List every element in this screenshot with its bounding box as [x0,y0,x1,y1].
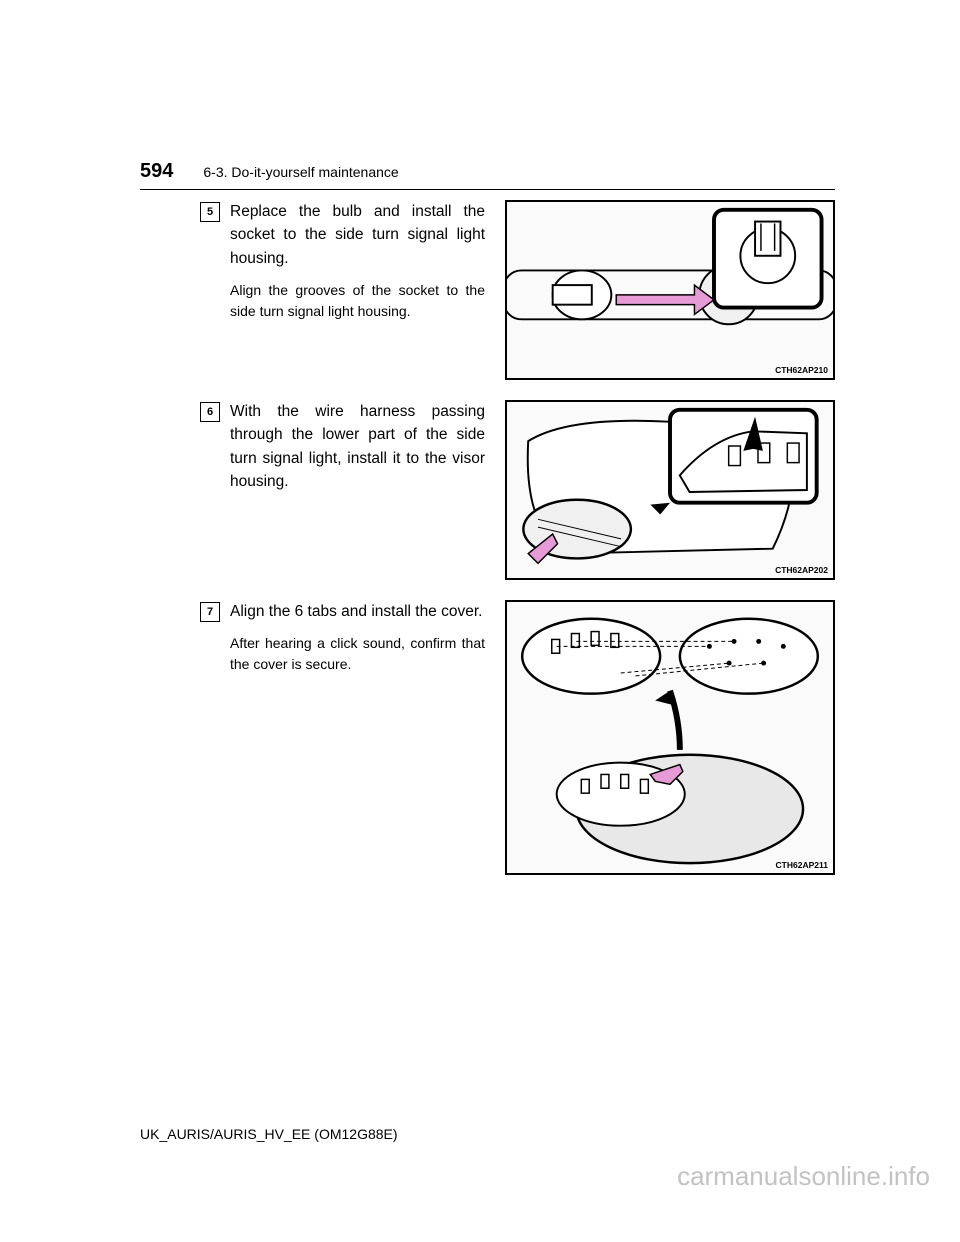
step-7-text-block: 7 Align the 6 tabs and install the cover… [200,600,485,675]
step-text: Replace the bulb and install the socket … [230,200,485,322]
figure-code: CTH62AP211 [776,860,828,870]
step-secondary-text: After hearing a click sound, confirm tha… [230,633,485,675]
figure-code: CTH62AP210 [775,365,828,375]
step-7: 7 Align the 6 tabs and install the cover… [200,600,835,875]
illustration-socket-install [507,202,833,378]
step-5-text-block: 5 Replace the bulb and install the socke… [200,200,485,322]
step-5-figure: CTH62AP210 [505,200,835,380]
step-5: 5 Replace the bulb and install the socke… [200,200,835,380]
step-6: 6 With the wire harness passing through … [200,400,835,580]
content-area: 5 Replace the bulb and install the socke… [200,200,835,895]
figure-code: CTH62AP202 [775,565,828,575]
footer-document-id: UK_AURIS/AURIS_HV_EE (OM12G88E) [140,1126,398,1142]
step-text: Align the 6 tabs and install the cover. … [230,600,485,675]
section-title: 6-3. Do-it-yourself maintenance [203,164,398,180]
step-primary-text: Replace the bulb and install the socket … [230,200,485,270]
step-7-figure: CTH62AP211 [505,600,835,875]
step-number-box: 6 [200,402,220,422]
step-secondary-text: Align the grooves of the socket to the s… [230,280,485,322]
watermark: carmanualsonline.info [677,1161,930,1192]
illustration-cover-install [507,602,833,873]
step-number-box: 5 [200,202,220,222]
illustration-visor-install [507,402,833,578]
step-primary-text: With the wire harness passing through th… [230,400,485,493]
step-number-box: 7 [200,602,220,622]
step-6-figure: CTH62AP202 [505,400,835,580]
step-6-text-block: 6 With the wire harness passing through … [200,400,485,503]
page-header: 594 6-3. Do-it-yourself maintenance [140,160,835,190]
step-text: With the wire harness passing through th… [230,400,485,503]
page-number: 594 [140,160,173,183]
step-primary-text: Align the 6 tabs and install the cover. [230,600,485,623]
